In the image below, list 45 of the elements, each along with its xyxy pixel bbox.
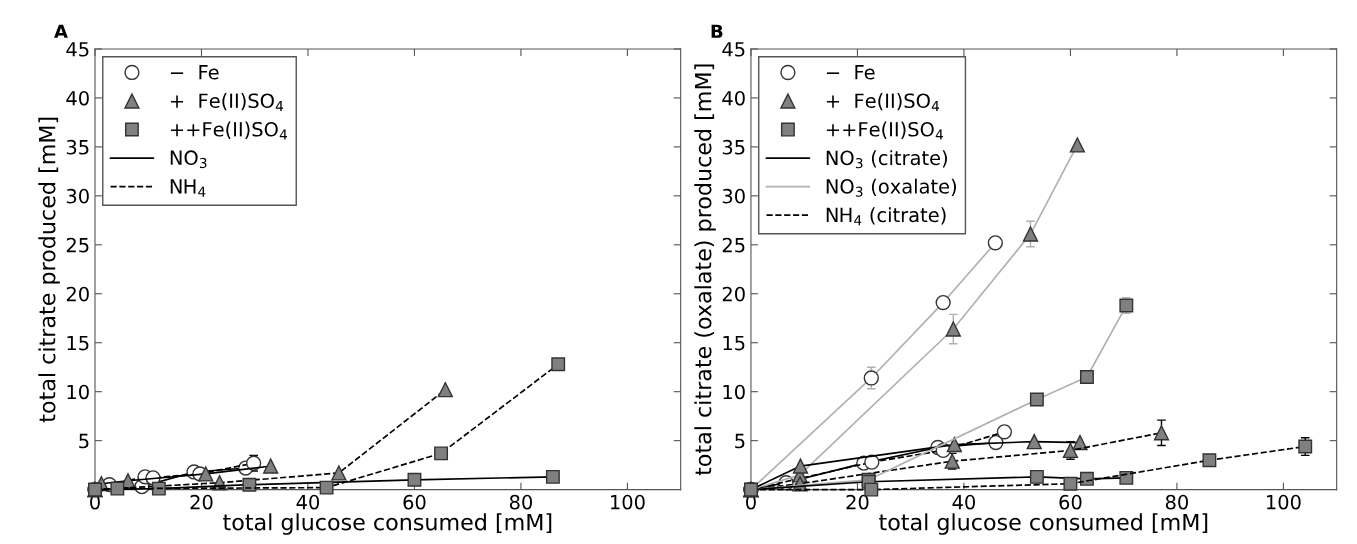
x-tick-label: 20 — [846, 494, 869, 510]
legend-label: NO$_{3}$ — [170, 150, 207, 169]
chart-title: A — [54, 24, 68, 38]
legend-label: NH$_{4}$ (citrate) — [826, 207, 946, 226]
x-tick-label: 100 — [1266, 494, 1301, 510]
y-tick-label: 40 — [66, 90, 89, 106]
x-axis-title: total glucose consumed [mM] — [223, 513, 552, 535]
legend-label: ++Fe(II)SO$_{4}$ — [170, 121, 287, 140]
y-axis-title: total citrate produced [mM] — [38, 117, 60, 423]
x-axis-title: total glucose consumed [mM] — [879, 513, 1208, 535]
y-tick-label: 35 — [722, 139, 745, 155]
legend-label: NO$_{3}$ (citrate) — [826, 150, 947, 169]
x-tick-label: 100 — [611, 494, 645, 510]
x-tick-label: 20 — [190, 494, 213, 510]
x-tick-label: 80 — [509, 494, 533, 510]
y-tick-label: 45 — [722, 42, 745, 57]
legend-label: + Fe(II)SO$_{4}$ — [170, 93, 284, 111]
y-tick-label: 20 — [66, 286, 89, 302]
y-tick-label: 15 — [723, 335, 745, 351]
y-tick-label: 35 — [66, 139, 89, 155]
y-tick-label: 5 — [735, 433, 745, 449]
y-tick-label: 20 — [722, 286, 745, 302]
legend-label: ++Fe(II)SO$_{4}$ — [826, 121, 943, 140]
y-tick-label: 30 — [66, 188, 89, 204]
y-tick-label: 5 — [79, 433, 89, 449]
y-tick-label: 30 — [722, 188, 745, 204]
legend-label: NO$_{3}$ (oxalate) — [826, 178, 956, 197]
legend-label: − Fe — [170, 65, 219, 80]
y-tick-label: 10 — [67, 384, 89, 400]
x-tick-label: 40 — [296, 494, 320, 510]
y-tick-label: 45 — [66, 42, 89, 57]
y-axis-title: total citrate (oxalate) produced [mM] — [694, 64, 716, 476]
x-tick-label: 40 — [952, 494, 976, 510]
y-tick-label: 15 — [67, 335, 89, 351]
x-tick-label: 60 — [1059, 494, 1082, 510]
legend-label: NH$_{4}$ — [170, 179, 206, 197]
chart-title: B — [711, 24, 723, 38]
legend-label: − Fe — [826, 65, 875, 80]
y-tick-label: 10 — [723, 384, 745, 400]
y-tick-label: 40 — [722, 90, 745, 106]
x-tick-label: 60 — [403, 494, 426, 510]
x-tick-label: 80 — [1165, 494, 1188, 510]
legend-label: + Fe(II)SO$_{4}$ — [826, 93, 940, 111]
y-tick-label: 25 — [66, 237, 89, 253]
y-tick-label: 25 — [722, 237, 745, 253]
